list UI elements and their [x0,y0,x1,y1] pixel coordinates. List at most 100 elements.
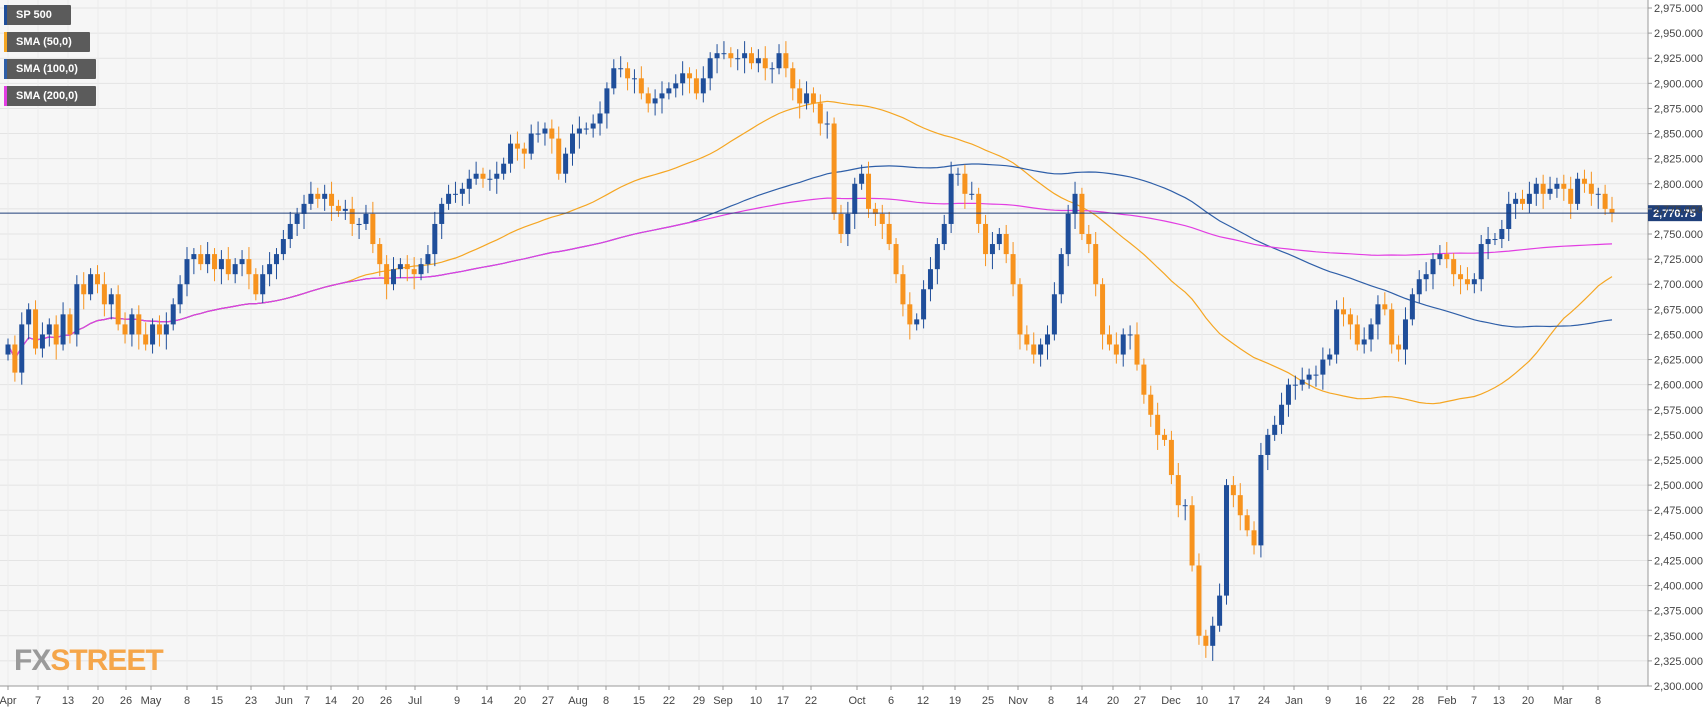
candle-body [494,173,500,179]
candle [439,197,445,240]
candle-body [1320,359,1326,375]
candle-body [273,254,279,265]
candle [1471,273,1477,294]
x-tick-label: 13 [1493,695,1505,707]
candle-body [1127,334,1133,336]
candle [198,245,204,271]
candle [239,250,245,277]
candle-body [1003,234,1009,255]
candle [838,204,844,244]
candle [1334,300,1340,364]
candle [1279,392,1285,434]
candle-body [514,143,520,149]
candle-body [1416,279,1422,295]
candle-body [1244,515,1250,531]
candle [549,119,555,154]
y-tick-label: 2,825.000 [1654,154,1703,166]
candle-body [1010,254,1016,285]
candle-body [446,193,452,204]
candle [315,187,321,208]
candle-body [287,223,293,240]
candle [1313,365,1319,387]
candle [845,201,851,247]
candle [631,69,637,94]
candle-body [1595,193,1601,195]
candle-body [659,93,665,99]
candle [618,56,624,78]
legend-sp500[interactable]: SP 500 [4,5,71,25]
candle [762,46,768,81]
y-tick-label: 2,925.000 [1654,53,1703,65]
candle-body [1017,284,1023,335]
candle-body [205,254,211,265]
candle [783,41,789,78]
candle [1127,325,1133,350]
candle [769,62,775,84]
legend-sma-200[interactable]: SMA (200,0) [4,86,96,106]
y-tick-label: 2,450.000 [1654,530,1703,542]
candle [101,272,107,317]
candle-body [384,264,390,285]
x-tick-label: 8 [1595,695,1601,707]
x-tick-label: 10 [1196,695,1208,707]
x-tick-label: 13 [62,695,74,707]
candle-body [618,68,624,70]
candle-body [934,244,940,270]
x-tick-label: 20 [1107,695,1119,707]
candle [1409,288,1415,326]
candle-body [1196,565,1202,636]
candle [1251,521,1257,555]
candle-body [728,53,734,59]
x-tick-label: 20 [352,695,364,707]
candle [1368,318,1374,352]
candle [1485,226,1491,260]
candle [879,204,885,240]
candle [859,164,865,190]
candle [1609,196,1615,223]
candle [1416,270,1422,304]
logo-street: STREET [50,644,163,677]
candle [893,238,899,284]
candle-body [81,284,87,295]
candle-body [1299,379,1305,385]
candle [776,44,782,75]
y-tick-label: 2,525.000 [1654,455,1703,467]
y-tick-label: 2,375.000 [1654,606,1703,618]
candle [329,181,335,221]
y-tick-label: 2,550.000 [1654,430,1703,442]
legend-sma-100[interactable]: SMA (100,0) [4,59,96,79]
candle [1113,332,1119,364]
candle-body [845,213,851,234]
candle-body [1072,193,1078,214]
x-tick-label: 10 [750,695,762,707]
candle-body [1024,334,1030,345]
candle-body [322,193,328,199]
candle-body [1533,183,1539,194]
candle-body [1526,193,1532,204]
candle-body [776,53,782,69]
candle [501,157,507,180]
candle [914,313,920,331]
candle-body [315,193,321,199]
candle [232,258,238,284]
x-tick-label: 9 [1325,695,1331,707]
candle [1478,235,1484,292]
candle-body [1609,208,1615,214]
candle-body [136,314,142,335]
candle [391,257,397,291]
candle [569,124,575,166]
candle [1203,629,1209,658]
candle [12,335,18,382]
candle [94,265,100,294]
legend-sma-50[interactable]: SMA (50,0) [4,32,90,52]
candle [452,181,458,203]
candle-body [1430,259,1436,275]
x-tick-label: 24 [1258,695,1270,707]
candle [1568,176,1574,219]
candle [1292,375,1298,400]
legend-label: SP 500 [16,9,52,21]
candle-body [721,53,727,55]
fxstreet-logo: FXSTREET [14,644,164,678]
candle-body [1382,304,1388,310]
candle [983,214,989,267]
